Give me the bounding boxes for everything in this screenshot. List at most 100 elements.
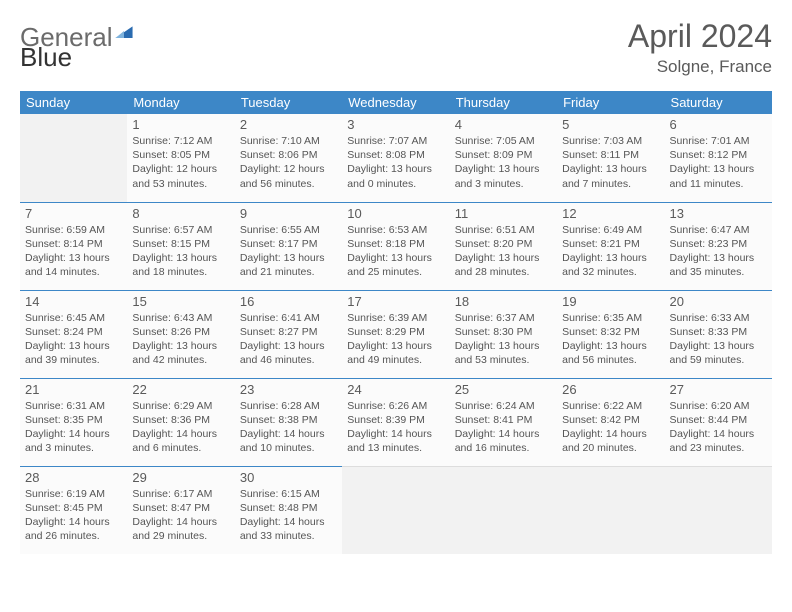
sunset-line: Sunset: 8:09 PM — [455, 149, 533, 161]
calendar-day-cell: 22Sunrise: 6:29 AMSunset: 8:36 PMDayligh… — [127, 378, 234, 466]
sunset-line: Sunset: 8:47 PM — [132, 502, 210, 514]
daylight-line: Daylight: 13 hours and 49 minutes. — [347, 340, 432, 366]
calendar-day-cell: 14Sunrise: 6:45 AMSunset: 8:24 PMDayligh… — [20, 290, 127, 378]
calendar-empty-cell — [450, 466, 557, 554]
sunrise-line: Sunrise: 7:05 AM — [455, 135, 535, 147]
day-number: 18 — [455, 294, 552, 309]
day-number: 11 — [455, 206, 552, 221]
day-info: Sunrise: 6:22 AMSunset: 8:42 PMDaylight:… — [562, 399, 659, 456]
day-info: Sunrise: 7:03 AMSunset: 8:11 PMDaylight:… — [562, 134, 659, 191]
calendar-week-row: 21Sunrise: 6:31 AMSunset: 8:35 PMDayligh… — [20, 378, 772, 466]
sunrise-line: Sunrise: 6:31 AM — [25, 400, 105, 412]
day-number: 17 — [347, 294, 444, 309]
calendar-empty-cell — [557, 466, 664, 554]
daylight-line: Daylight: 14 hours and 6 minutes. — [132, 428, 217, 454]
day-info: Sunrise: 6:19 AMSunset: 8:45 PMDaylight:… — [25, 487, 122, 544]
day-number: 23 — [240, 382, 337, 397]
day-number: 30 — [240, 470, 337, 485]
sunset-line: Sunset: 8:27 PM — [240, 326, 318, 338]
calendar-day-cell: 9Sunrise: 6:55 AMSunset: 8:17 PMDaylight… — [235, 202, 342, 290]
weekday-header: Wednesday — [342, 91, 449, 114]
daylight-line: Daylight: 13 hours and 14 minutes. — [25, 252, 110, 278]
day-info: Sunrise: 6:20 AMSunset: 8:44 PMDaylight:… — [670, 399, 767, 456]
day-number: 10 — [347, 206, 444, 221]
calendar-day-cell: 26 Sunrise: 6:22 AMSunset: 8:42 PMDayligh… — [557, 378, 664, 466]
sunrise-line: Sunrise: 6:57 AM — [132, 224, 212, 236]
sunset-line: Sunset: 8:12 PM — [670, 149, 748, 161]
daylight-line: Daylight: 13 hours and 28 minutes. — [455, 252, 540, 278]
calendar-day-cell: 11 Sunrise: 6:51 AMSunset: 8:20 PMDayligh… — [450, 202, 557, 290]
daylight-line: Daylight: 14 hours and 10 minutes. — [240, 428, 325, 454]
sunrise-line: Sunrise: 7:03 AM — [562, 135, 642, 147]
sunrise-line: Sunrise: 6:55 AM — [240, 224, 320, 236]
day-info: Sunrise: 7:07 AMSunset: 8:08 PMDaylight:… — [347, 134, 444, 191]
day-number: 16 — [240, 294, 337, 309]
calendar-header-row: SundayMondayTuesdayWednesdayThursdayFrid… — [20, 91, 772, 114]
calendar-week-row: 7Sunrise: 6:59 AMSunset: 8:14 PMDaylight… — [20, 202, 772, 290]
calendar-day-cell: 25Sunrise: 6:24 AMSunset: 8:41 PMDayligh… — [450, 378, 557, 466]
day-info: Sunrise: 6:51 AMSunset: 8:20 PMDaylight:… — [455, 223, 552, 280]
daylight-line: Daylight: 13 hours and 3 minutes. — [455, 163, 540, 189]
sunset-line: Sunset: 8:38 PM — [240, 414, 318, 426]
calendar-empty-cell — [342, 466, 449, 554]
weekday-header: Friday — [557, 91, 664, 114]
sunset-line: Sunset: 8:08 PM — [347, 149, 425, 161]
sunrise-line: Sunrise: 7:01 AM — [670, 135, 750, 147]
day-number: 27 — [670, 382, 767, 397]
day-number: 21 — [25, 382, 122, 397]
day-info: Sunrise: 6:39 AMSunset: 8:29 PMDaylight:… — [347, 311, 444, 368]
daylight-line: Daylight: 13 hours and 59 minutes. — [670, 340, 755, 366]
calendar-week-row: 14Sunrise: 6:45 AMSunset: 8:24 PMDayligh… — [20, 290, 772, 378]
sunset-line: Sunset: 8:33 PM — [670, 326, 748, 338]
day-info: Sunrise: 6:33 AMSunset: 8:33 PMDaylight:… — [670, 311, 767, 368]
weekday-header: Sunday — [20, 91, 127, 114]
daylight-line: Daylight: 14 hours and 13 minutes. — [347, 428, 432, 454]
day-info: Sunrise: 6:53 AMSunset: 8:18 PMDaylight:… — [347, 223, 444, 280]
day-number: 12 — [562, 206, 659, 221]
day-info: Sunrise: 7:10 AMSunset: 8:06 PMDaylight:… — [240, 134, 337, 191]
calendar-day-cell: 19 Sunrise: 6:35 AMSunset: 8:32 PMDayligh… — [557, 290, 664, 378]
calendar-day-cell: 20Sunrise: 6:33 AMSunset: 8:33 PMDayligh… — [665, 290, 772, 378]
daylight-line: Daylight: 13 hours and 32 minutes. — [562, 252, 647, 278]
day-number: 6 — [670, 117, 767, 132]
sunset-line: Sunset: 8:48 PM — [240, 502, 318, 514]
sunrise-line: Sunrise: 6:53 AM — [347, 224, 427, 236]
day-number: 14 — [25, 294, 122, 309]
sunrise-line: Sunrise: 6:26 AM — [347, 400, 427, 412]
daylight-line: Daylight: 14 hours and 16 minutes. — [455, 428, 540, 454]
sunset-line: Sunset: 8:17 PM — [240, 238, 318, 250]
sunrise-line: Sunrise: 6:15 AM — [240, 488, 320, 500]
sunset-line: Sunset: 8:15 PM — [132, 238, 210, 250]
day-number: 26 — [562, 382, 659, 397]
day-number: 3 — [347, 117, 444, 132]
calendar-empty-cell — [665, 466, 772, 554]
sunset-line: Sunset: 8:45 PM — [25, 502, 103, 514]
sunset-line: Sunset: 8:23 PM — [670, 238, 748, 250]
daylight-line: Daylight: 14 hours and 29 minutes. — [132, 516, 217, 542]
calendar-day-cell: 30Sunrise: 6:15 AMSunset: 8:48 PMDayligh… — [235, 466, 342, 554]
sunrise-line: Sunrise: 6:20 AM — [670, 400, 750, 412]
daylight-line: Daylight: 13 hours and 46 minutes. — [240, 340, 325, 366]
calendar-day-cell: 5 Sunrise: 7:03 AMSunset: 8:11 PMDaylight… — [557, 114, 664, 202]
sunrise-line: Sunrise: 6:39 AM — [347, 312, 427, 324]
location: Solgne, France — [628, 57, 772, 77]
logo: GeneralBlue — [20, 18, 134, 70]
sunset-line: Sunset: 8:14 PM — [25, 238, 103, 250]
day-number: 19 — [562, 294, 659, 309]
sunset-line: Sunset: 8:21 PM — [562, 238, 640, 250]
day-number: 2 — [240, 117, 337, 132]
calendar-day-cell: 21Sunrise: 6:31 AMSunset: 8:35 PMDayligh… — [20, 378, 127, 466]
sunrise-line: Sunrise: 6:51 AM — [455, 224, 535, 236]
daylight-line: Daylight: 13 hours and 25 minutes. — [347, 252, 432, 278]
daylight-line: Daylight: 14 hours and 23 minutes. — [670, 428, 755, 454]
day-info: Sunrise: 6:35 AMSunset: 8:32 PMDaylight:… — [562, 311, 659, 368]
calendar-day-cell: 10 Sunrise: 6:53 AMSunset: 8:18 PMDayligh… — [342, 202, 449, 290]
sunset-line: Sunset: 8:06 PM — [240, 149, 318, 161]
calendar-day-cell: 23Sunrise: 6:28 AMSunset: 8:38 PMDayligh… — [235, 378, 342, 466]
calendar-day-cell: 12Sunrise: 6:49 AMSunset: 8:21 PMDayligh… — [557, 202, 664, 290]
day-info: Sunrise: 6:55 AMSunset: 8:17 PMDaylight:… — [240, 223, 337, 280]
sunrise-line: Sunrise: 6:19 AM — [25, 488, 105, 500]
day-number: 15 — [132, 294, 229, 309]
calendar-day-cell: 8Sunrise: 6:57 AMSunset: 8:15 PMDaylight… — [127, 202, 234, 290]
day-number: 5 — [562, 117, 659, 132]
